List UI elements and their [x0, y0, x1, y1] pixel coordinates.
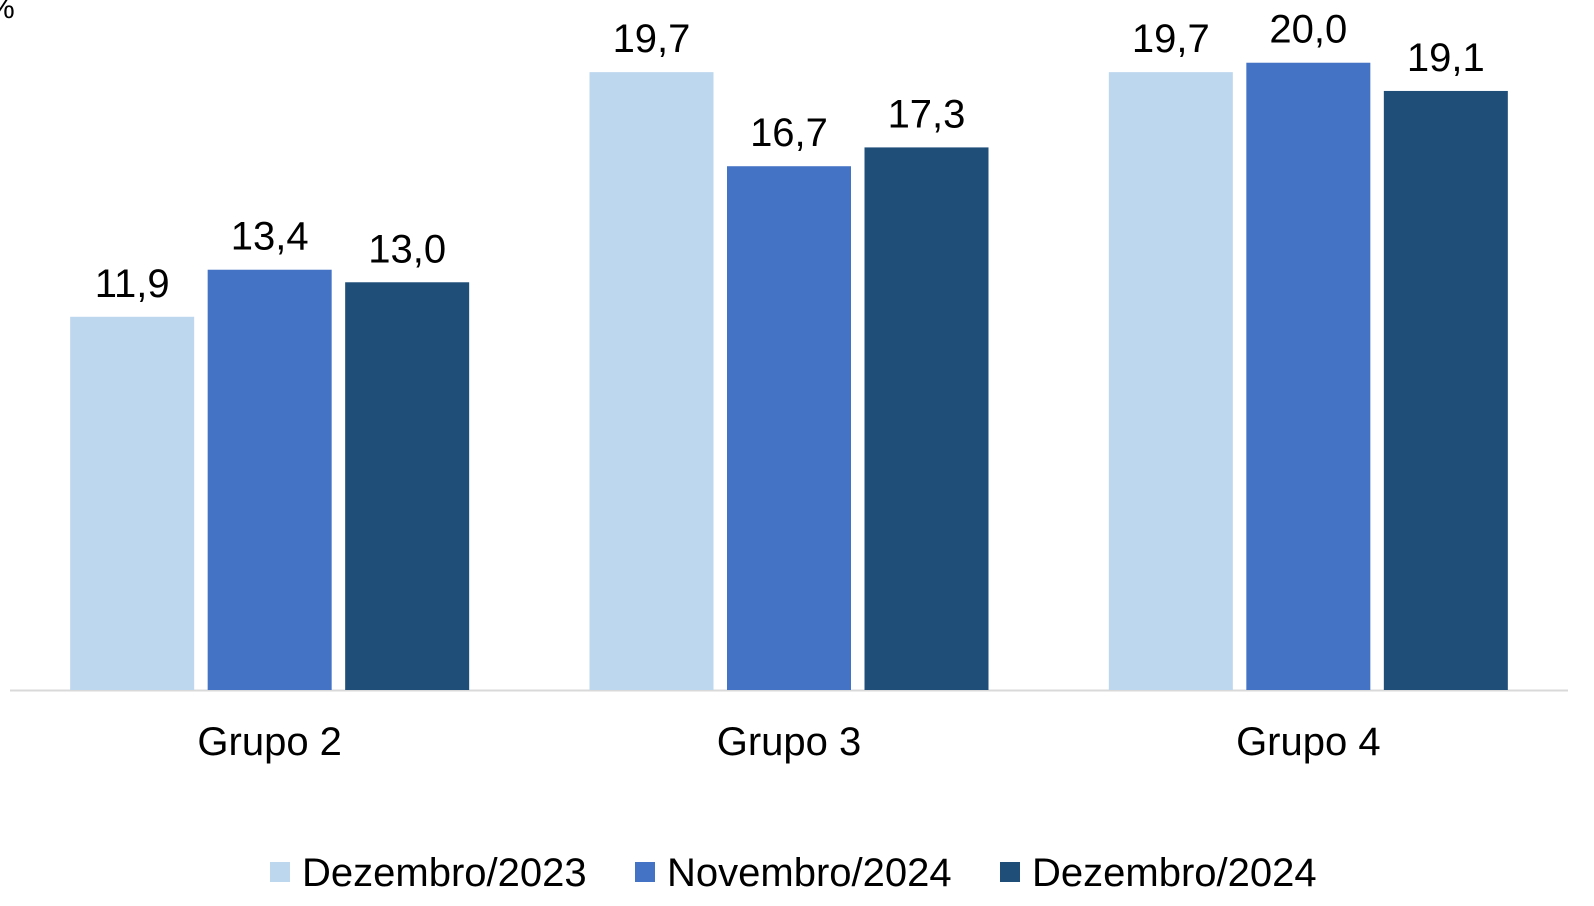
bar [727, 166, 851, 690]
x-tick-label: Grupo 3 [717, 720, 862, 764]
value-label: 13,0 [368, 227, 446, 271]
value-label: 17,3 [888, 92, 966, 136]
legend-swatch [635, 862, 655, 882]
value-label: 19,7 [613, 17, 691, 61]
x-tick-label: Grupo 2 [197, 720, 342, 764]
legend-label: Dezembro/2023 [302, 851, 587, 895]
bar [1108, 72, 1233, 691]
bar [70, 316, 195, 690]
legend-label: Dezembro/2024 [1032, 851, 1317, 895]
bar [345, 282, 470, 690]
bar [207, 269, 332, 690]
bar [1246, 62, 1371, 690]
legend-label: Novembro/2024 [667, 851, 952, 895]
value-label: 13,4 [231, 215, 309, 259]
value-label: 19,7 [1132, 17, 1210, 61]
x-tick-label: Grupo 4 [1236, 720, 1381, 764]
bar [589, 72, 714, 691]
value-label: 11,9 [95, 262, 170, 306]
y-axis-label: % [0, 0, 15, 25]
value-label: 20,0 [1269, 8, 1347, 52]
legend-swatch [1000, 862, 1020, 882]
legend-swatch [270, 862, 290, 882]
value-label: 19,1 [1407, 36, 1485, 80]
bar [1383, 90, 1508, 691]
bar [864, 147, 989, 691]
value-label: 16,7 [750, 111, 828, 155]
